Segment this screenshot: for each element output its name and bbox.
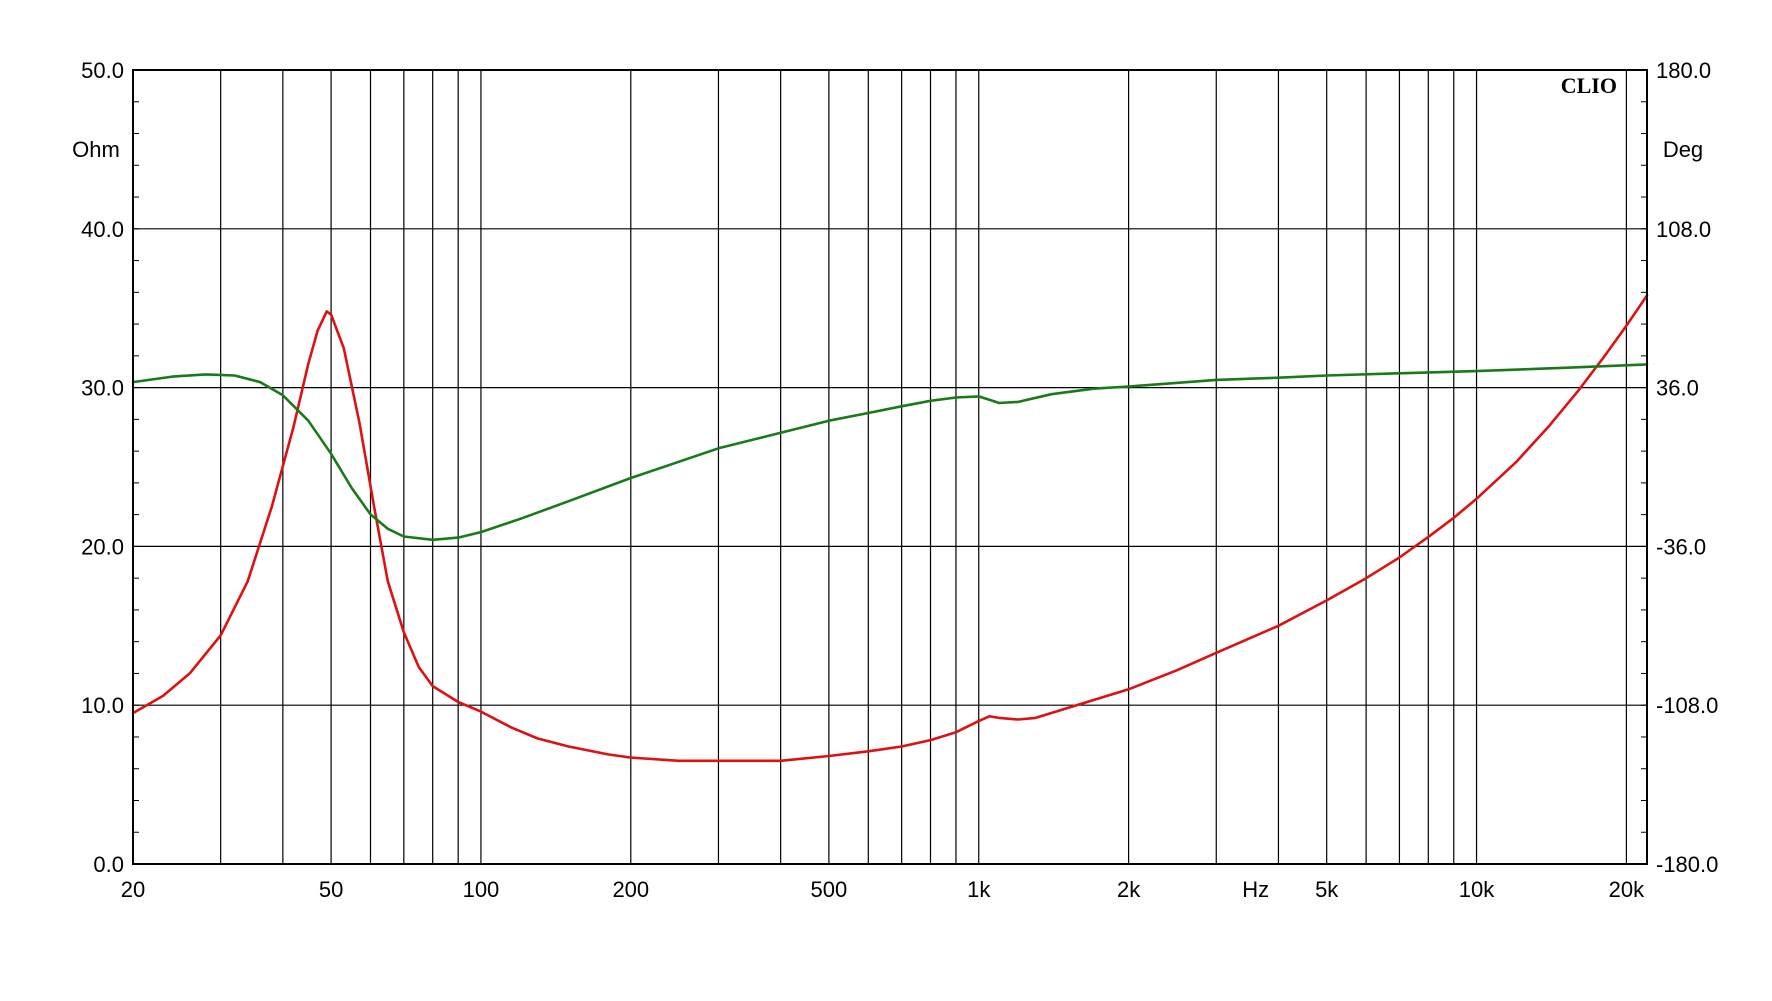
y-left-tick-label: 50.0 xyxy=(81,58,124,83)
x-unit-label: Hz xyxy=(1242,877,1269,902)
plot-frame xyxy=(132,69,1648,865)
x-tick-label: 1k xyxy=(967,877,991,902)
x-axis-ticks: 20 50 100 200 500 1k 2k 5k 10k 20k xyxy=(121,877,1645,902)
y-right-tick-label: 36.0 xyxy=(1656,376,1699,401)
y-left-axis-ticks: 0.0 10.0 20.0 30.0 40.0 50.0 xyxy=(81,58,124,877)
x-tick-label: 500 xyxy=(811,877,848,902)
x-tick-label: 20 xyxy=(121,877,145,902)
x-tick-label: 10k xyxy=(1459,877,1495,902)
x-tick-label: 50 xyxy=(319,877,343,902)
x-tick-label: 20k xyxy=(1609,877,1645,902)
x-tick-label: 100 xyxy=(463,877,500,902)
y-right-tick-label: -36.0 xyxy=(1656,534,1706,559)
y-right-axis-ticks: -180.0 -108.0 -36.0 36.0 108.0 180.0 xyxy=(1656,58,1718,877)
x-tick-label: 5k xyxy=(1315,877,1339,902)
grid xyxy=(133,69,1647,865)
y-left-tick-label: 10.0 xyxy=(81,693,124,718)
y-right-tick-label: -180.0 xyxy=(1656,852,1718,877)
y-right-tick-label: -108.0 xyxy=(1656,693,1718,718)
impedance-curve xyxy=(131,294,1649,763)
x-tick-label: 200 xyxy=(612,877,649,902)
series-layer xyxy=(131,294,1649,763)
phase-curve xyxy=(131,363,1649,542)
y-left-tick-label: 20.0 xyxy=(81,534,124,559)
y-right-tick-label: 108.0 xyxy=(1656,217,1711,242)
y-left-unit-label: Ohm xyxy=(72,137,120,162)
y-right-tick-label: 180.0 xyxy=(1656,58,1711,83)
y-right-unit-label: Deg xyxy=(1663,137,1703,162)
y-left-tick-label: 0.0 xyxy=(93,852,124,877)
y-left-tick-label: 40.0 xyxy=(81,217,124,242)
x-tick-label: 2k xyxy=(1117,877,1141,902)
y-left-tick-label: 30.0 xyxy=(81,376,124,401)
brand-label: CLIO xyxy=(1561,73,1617,98)
